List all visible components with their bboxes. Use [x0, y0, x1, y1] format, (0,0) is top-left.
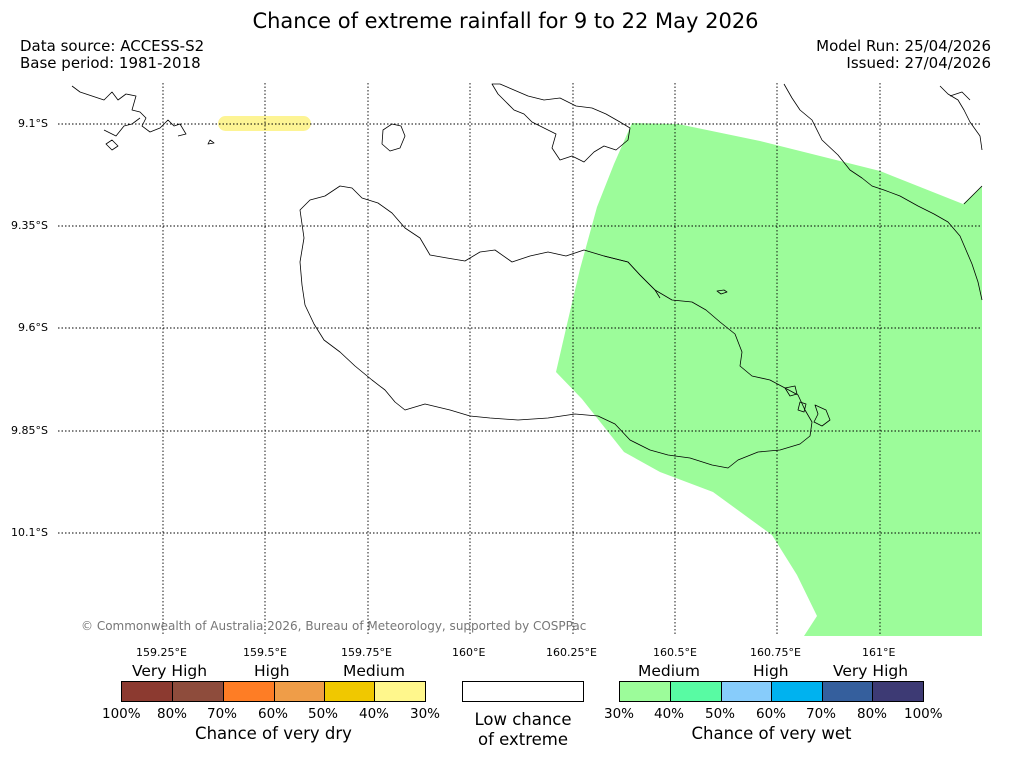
dry-category-very-high: Very High: [132, 662, 208, 680]
wet-category-high: High: [753, 662, 789, 680]
lat-label-9-35: 9.35°S: [11, 219, 48, 232]
lon-label-159-75: 159.75°E: [341, 646, 392, 659]
wet-swatch-30-40: [619, 681, 671, 702]
copyright-text: © Commonwealth of Australia 2026, Bureau…: [81, 619, 587, 633]
map-title: Chance of extreme rainfall for 9 to 22 M…: [252, 9, 759, 33]
wet-swatch-50-60: [721, 681, 772, 702]
low-chance-swatch: [462, 681, 584, 702]
dry-pct-50: 50%: [308, 706, 339, 722]
wet-caption: Chance of very wet: [691, 724, 852, 743]
dry-pct-70: 70%: [207, 706, 238, 722]
lon-label-161: 161°E: [862, 646, 896, 659]
lon-label-160-75: 160.75°E: [750, 646, 801, 659]
east-coast-islets: [784, 385, 831, 427]
dry-category-high: High: [254, 662, 290, 680]
lat-label-10-1: 10.1°S: [11, 526, 48, 539]
dry-pct-100: 100%: [102, 706, 141, 722]
wet-pct-80: 80%: [857, 706, 888, 722]
dry-medium-region: [218, 116, 311, 131]
wet-swatch-60-70: [771, 681, 823, 702]
small-island-coastline: [381, 123, 406, 152]
data-source-text: Data source: ACCESS-S2: [20, 37, 205, 55]
lat-label-9-6: 9.6°S: [18, 321, 48, 334]
florida-islands-coastline: [491, 83, 631, 163]
header-right: Model Run: 25/04/2026 Issued: 27/04/2026: [816, 38, 991, 72]
malaita-coastline: [783, 83, 983, 301]
wet-pct-70: 70%: [806, 706, 837, 722]
dry-pct-40: 40%: [359, 706, 390, 722]
lat-label-9-85: 9.85°S: [11, 424, 48, 437]
neutral-caption-line2: of extreme: [477, 730, 569, 749]
lon-label-159-25: 159.25°E: [136, 646, 187, 659]
lon-label-159-5: 159.5°E: [243, 646, 287, 659]
marovo-islet-coastline: [716, 289, 728, 295]
wet-swatch-40-50: [670, 681, 722, 702]
dry-swatch-60-50: [274, 681, 325, 702]
dry-pct-60: 60%: [258, 706, 289, 722]
wet-category-very-high: Very High: [833, 662, 909, 680]
dry-category-medium: Medium: [343, 662, 405, 680]
dry-pct-80: 80%: [157, 706, 188, 722]
neutral-caption-line1: Low chance: [474, 710, 572, 729]
wet-pct-50: 50%: [705, 706, 736, 722]
wet-pct-60: 60%: [756, 706, 787, 722]
base-period-text: Base period: 1981-2018: [20, 54, 201, 72]
wet-pct-100: 100%: [904, 706, 943, 722]
dry-swatch-80-70: [172, 681, 224, 702]
header-left: Data source: ACCESS-S2 Base period: 1981…: [20, 38, 204, 72]
guadalcanal-coastline: [299, 185, 813, 469]
dry-pct-30: 30%: [410, 706, 441, 722]
wet-pct-40: 40%: [654, 706, 685, 722]
wet-category-medium: Medium: [638, 662, 700, 680]
dry-swatch-100-80: [121, 681, 173, 702]
dry-swatch-70-60: [223, 681, 275, 702]
dry-caption: Chance of very dry: [195, 724, 352, 743]
lon-label-160-5: 160.5°E: [653, 646, 697, 659]
neutral-caption: Low chance of extreme: [462, 710, 584, 750]
wet-swatch-80-100: [872, 681, 924, 702]
wet-pct-30: 30%: [604, 706, 635, 722]
wet-swatch-70-80: [822, 681, 873, 702]
dry-swatch-50-40: [324, 681, 375, 702]
issued-text: Issued: 27/04/2026: [846, 54, 991, 72]
guadalcanal-inner-coastline: [603, 255, 661, 299]
model-run-text: Model Run: 25/04/2026: [816, 37, 991, 55]
lat-label-9-1: 9.1°S: [18, 117, 48, 130]
santa-isabel-coastline: [71, 85, 215, 151]
lon-label-160: 160°E: [452, 646, 486, 659]
dry-swatch-40-30: [374, 681, 426, 702]
lon-label-160-25: 160.25°E: [546, 646, 597, 659]
